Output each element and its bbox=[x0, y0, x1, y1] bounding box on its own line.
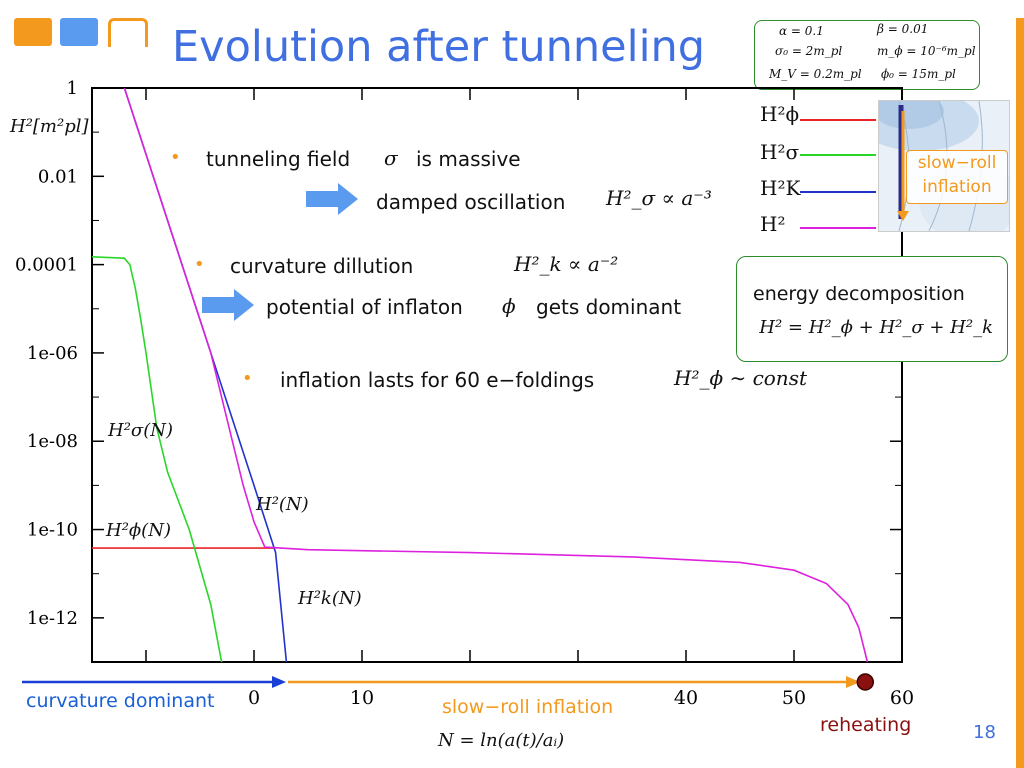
x-tick-label: 50 bbox=[782, 687, 806, 709]
inset-label-line1: slow−roll bbox=[917, 153, 997, 173]
logo-outline bbox=[108, 18, 148, 47]
legend-line-hsigma bbox=[800, 154, 876, 156]
series-line-3 bbox=[123, 87, 869, 663]
plot-frame bbox=[91, 87, 903, 663]
curve-label-hphi: H²ϕ(N) bbox=[106, 520, 171, 541]
y-axis-label: H²[m²pl] bbox=[10, 116, 89, 137]
bullet-1-tail: is massive bbox=[416, 147, 521, 171]
y-tick-label: 1 bbox=[67, 78, 78, 99]
param-alpha: α = 0.1 bbox=[779, 24, 824, 38]
arrow-right-icon bbox=[202, 289, 254, 321]
y-tick-label: 1e-10 bbox=[27, 520, 78, 541]
right-accent-bar bbox=[1016, 18, 1024, 768]
bullet-marker-2: • bbox=[194, 254, 205, 275]
reheating-label: reheating bbox=[820, 714, 912, 736]
page-number: 18 bbox=[973, 722, 996, 743]
x-tick-label: 60 bbox=[890, 687, 914, 709]
parameter-box: α = 0.1 β = 0.01 σ₀ = 2m_pl m_ϕ = 10⁻⁶m_… bbox=[754, 20, 980, 90]
x-axis-label: N = ln(a(t)/aᵢ) bbox=[438, 730, 565, 751]
curvature-dominant-label: curvature dominant bbox=[26, 690, 215, 712]
logo-block-blue bbox=[60, 18, 98, 46]
bullet-2-math: H²_k ∝ a⁻² bbox=[514, 252, 619, 276]
curve-label-hk: H²k(N) bbox=[298, 588, 362, 609]
series-line-1 bbox=[91, 256, 223, 663]
bullet-marker-3: • bbox=[242, 368, 253, 389]
bullet-2-text: curvature dillution bbox=[230, 254, 414, 278]
legend-label-h: H² bbox=[760, 212, 786, 236]
bullet-1-text: tunneling field bbox=[206, 147, 351, 171]
y-tick-label: 1e-08 bbox=[27, 431, 78, 452]
y-tick-label: 0.0001 bbox=[15, 255, 78, 276]
energy-box-formula: H² = H²_ϕ + H²_σ + H²_k bbox=[759, 317, 993, 338]
legend-line-hk bbox=[800, 191, 876, 193]
slowroll-arrow-head bbox=[846, 676, 860, 688]
param-beta: β = 0.01 bbox=[877, 22, 929, 36]
legend-label-hphi: H²ϕ bbox=[760, 102, 800, 126]
curve-label-h: H²(N) bbox=[256, 494, 309, 515]
y-tick-label: 0.01 bbox=[38, 166, 78, 187]
inset-label-line2: inflation bbox=[922, 177, 992, 197]
energy-decomposition-box: energy decomposition H² = H²_ϕ + H²_σ + … bbox=[736, 256, 1008, 362]
legend-line-hphi bbox=[800, 119, 876, 121]
curve-label-hsigma: H²σ(N) bbox=[108, 420, 173, 441]
sub-1-text: damped oscillation bbox=[376, 190, 566, 214]
bullet-3-math: H²_ϕ ∼ const bbox=[674, 366, 807, 390]
param-phi0: ϕ₀ = 15m_pl bbox=[881, 67, 956, 81]
legend-line-h bbox=[800, 227, 876, 229]
sub-1-math: H²_σ ∝ a⁻³ bbox=[606, 186, 712, 210]
curvature-arrow-head bbox=[272, 676, 286, 688]
param-sigma0: σ₀ = 2m_pl bbox=[775, 44, 843, 58]
sub-2-symbol: ϕ bbox=[502, 294, 516, 318]
bullet-marker-1: • bbox=[170, 147, 181, 168]
reheating-dot bbox=[856, 673, 875, 691]
x-tick-label: 40 bbox=[674, 687, 698, 709]
sub-2-tail: gets dominant bbox=[536, 295, 682, 319]
param-mv: M_V = 0.2m_pl bbox=[769, 67, 862, 81]
legend-label-hk: H²K bbox=[760, 176, 801, 200]
inset-slow-roll-label: slow−roll inflation bbox=[906, 150, 1008, 204]
bullet-3-text: inflation lasts for 60 e−foldings bbox=[280, 368, 595, 392]
x-tick-label: 10 bbox=[350, 687, 374, 709]
energy-box-label: energy decomposition bbox=[753, 283, 965, 305]
param-mphi: m_ϕ = 10⁻⁶m_pl bbox=[877, 44, 976, 58]
legend-label-hsigma: H²σ bbox=[760, 140, 800, 164]
sub-2-text: potential of inflaton bbox=[266, 295, 463, 319]
y-tick-label: 1e-12 bbox=[27, 608, 78, 629]
logo-block-orange bbox=[14, 18, 52, 46]
slow-roll-label: slow−roll inflation bbox=[442, 696, 614, 718]
x-tick-label: 0 bbox=[248, 687, 260, 709]
y-tick-label: 1e-06 bbox=[27, 343, 78, 364]
bullet-1-symbol: σ bbox=[384, 146, 398, 170]
slide-title: Evolution after tunneling bbox=[172, 22, 706, 72]
arrow-right-icon bbox=[306, 183, 358, 215]
